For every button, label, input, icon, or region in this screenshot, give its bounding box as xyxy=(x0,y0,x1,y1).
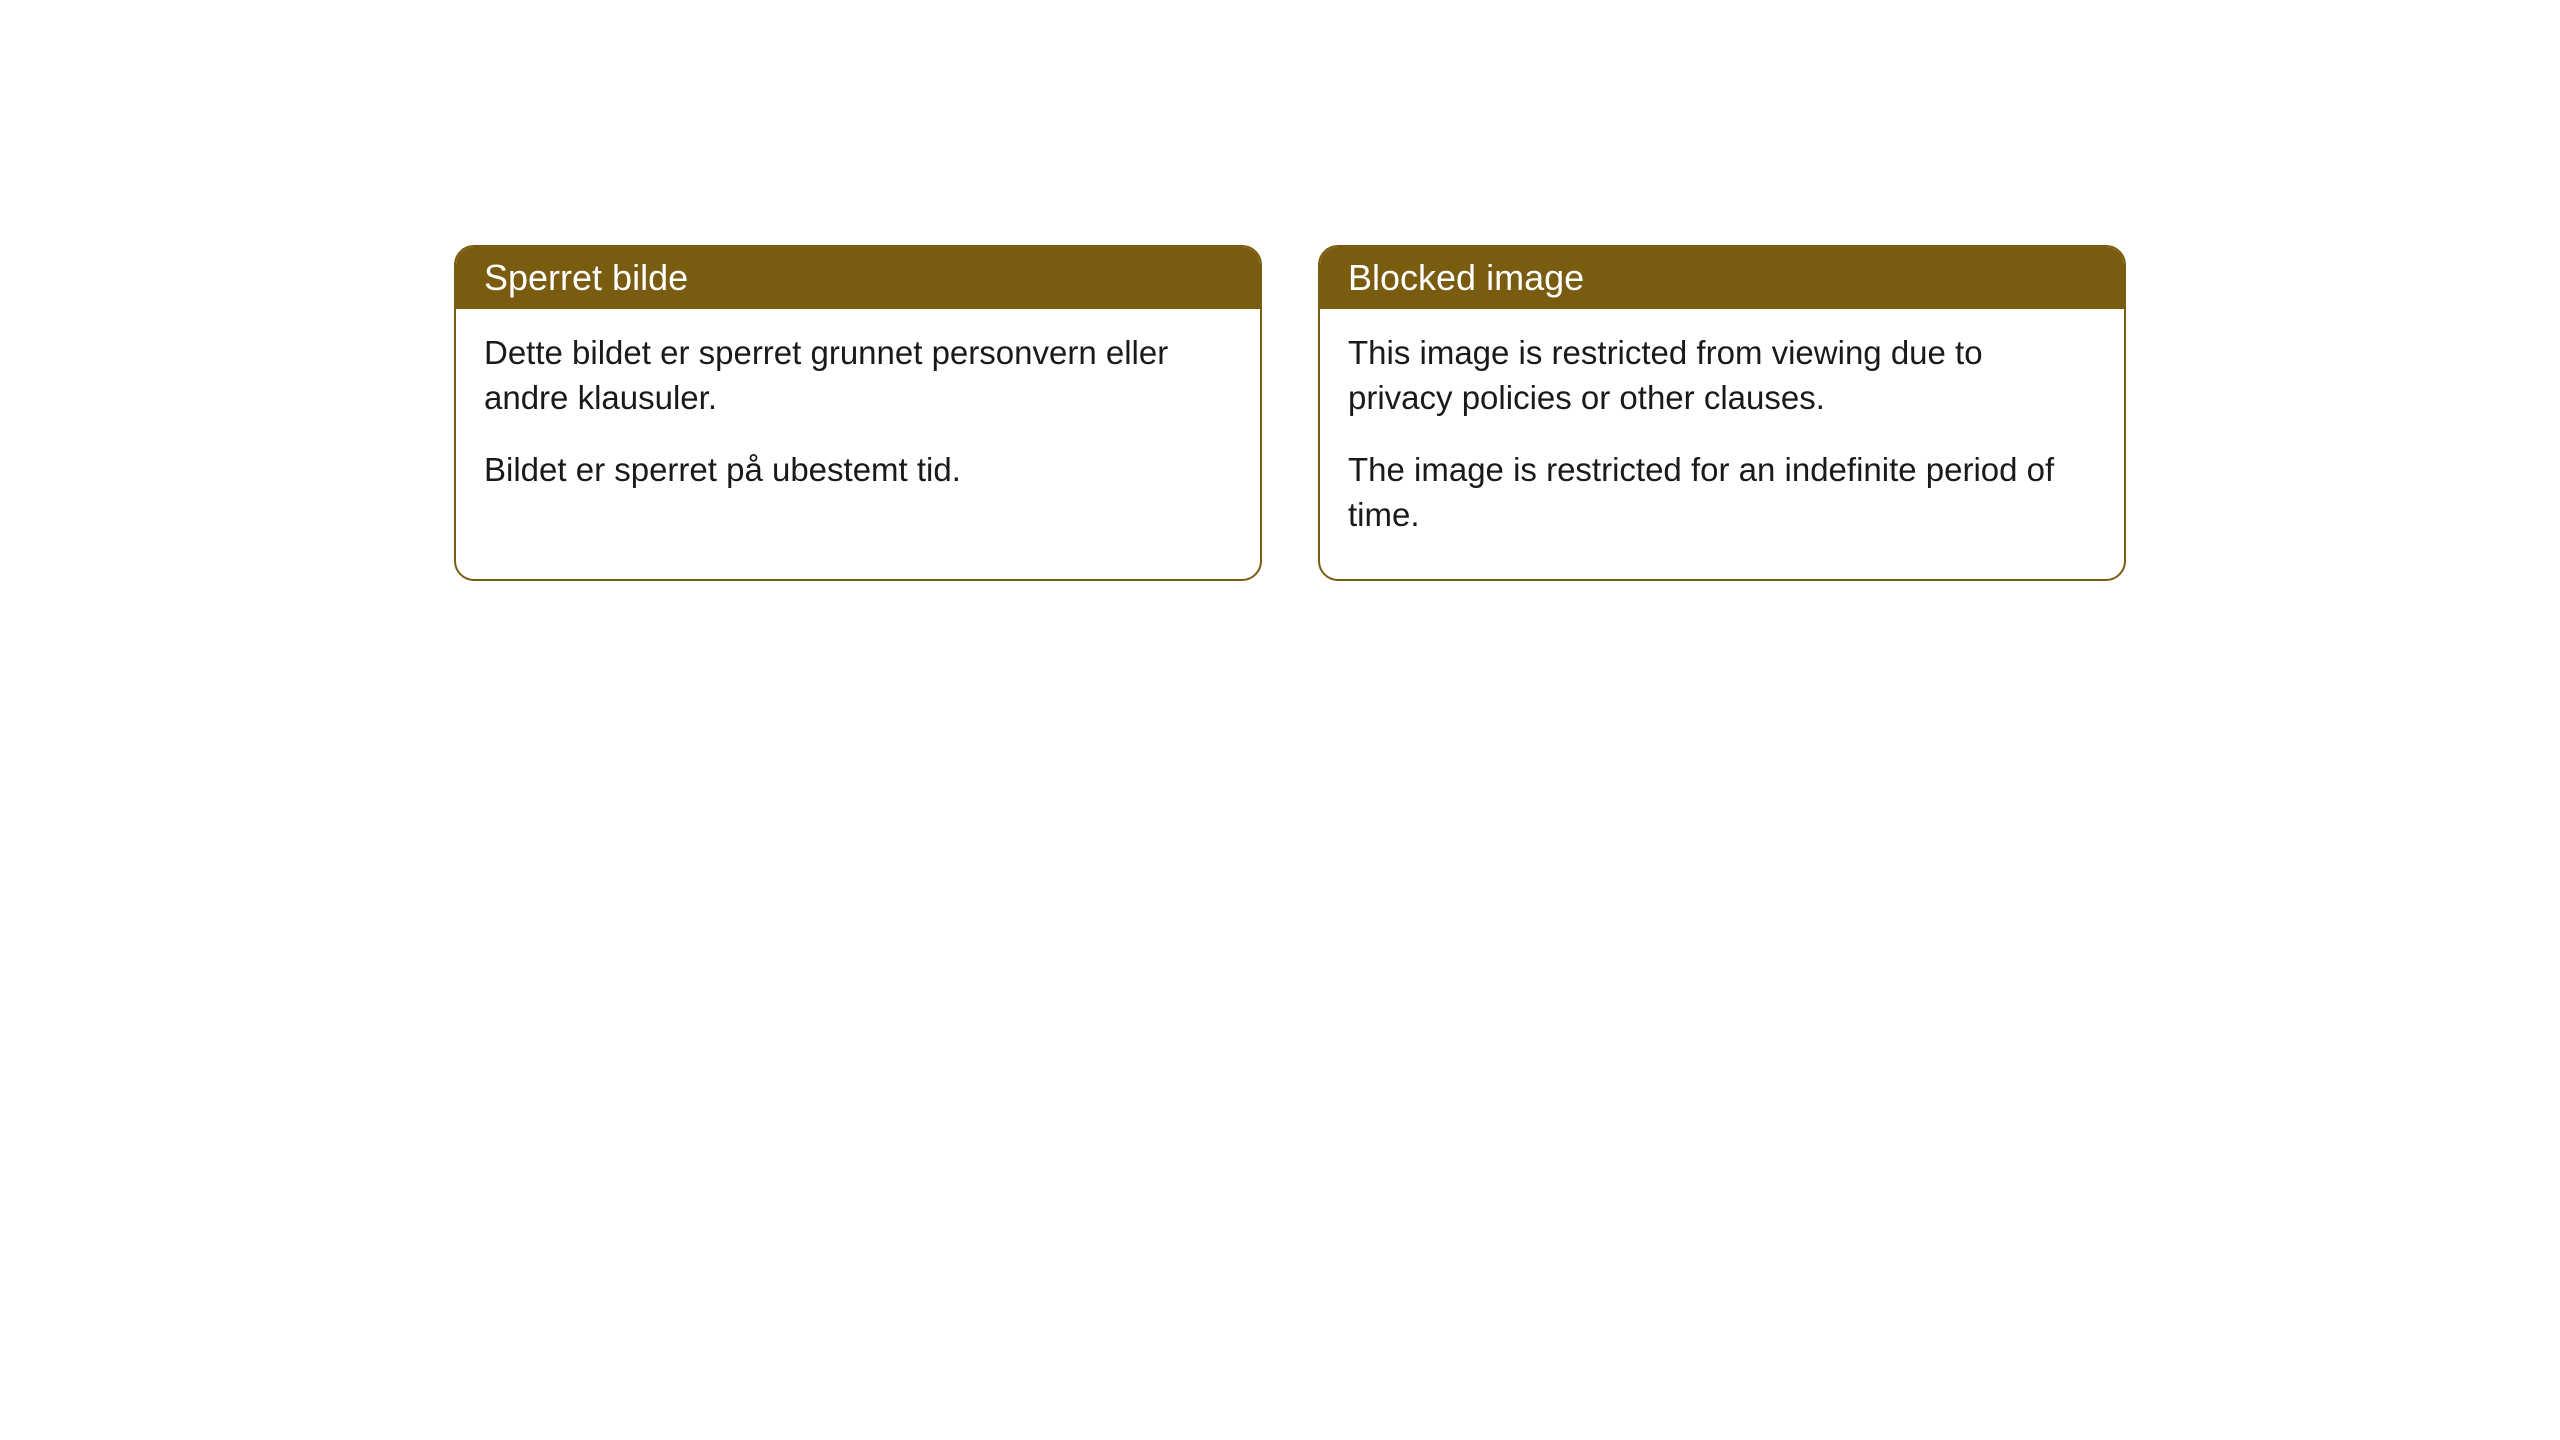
card-body: This image is restricted from viewing du… xyxy=(1320,309,2124,579)
card-paragraph: This image is restricted from viewing du… xyxy=(1348,331,2096,420)
card-body: Dette bildet er sperret grunnet personve… xyxy=(456,309,1260,535)
blocked-image-card-norwegian: Sperret bilde Dette bildet er sperret gr… xyxy=(454,245,1262,581)
card-title: Sperret bilde xyxy=(484,257,688,298)
card-title: Blocked image xyxy=(1348,257,1584,298)
card-header: Blocked image xyxy=(1320,247,2124,309)
blocked-image-card-english: Blocked image This image is restricted f… xyxy=(1318,245,2126,581)
card-paragraph: The image is restricted for an indefinit… xyxy=(1348,448,2096,537)
card-paragraph: Bildet er sperret på ubestemt tid. xyxy=(484,448,1232,493)
card-paragraph: Dette bildet er sperret grunnet personve… xyxy=(484,331,1232,420)
card-header: Sperret bilde xyxy=(456,247,1260,309)
info-cards-container: Sperret bilde Dette bildet er sperret gr… xyxy=(454,245,2560,581)
